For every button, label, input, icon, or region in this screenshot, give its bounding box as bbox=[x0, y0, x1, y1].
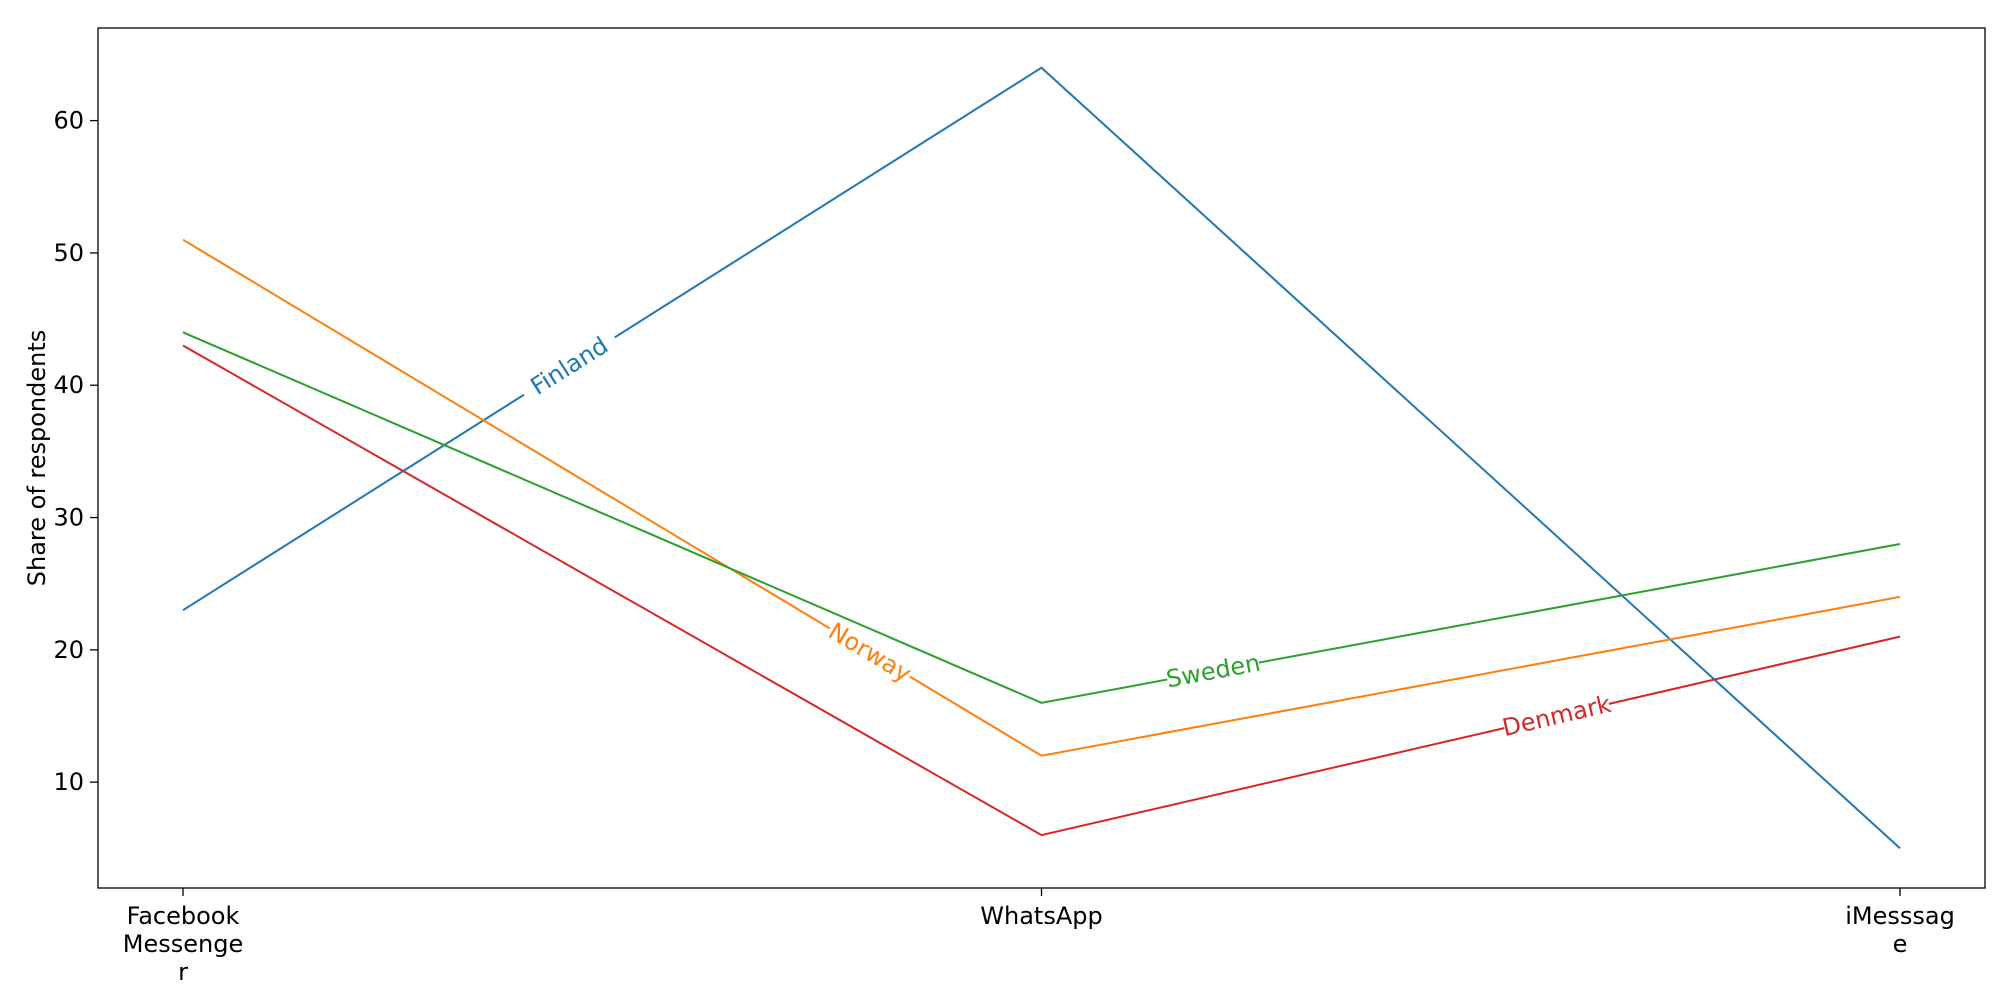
x-tick-label-line: r bbox=[178, 958, 188, 986]
x-tick-label-line: e bbox=[1893, 930, 1908, 958]
x-tick-label-line: iMesssag bbox=[1845, 902, 1955, 930]
series-label-text: Finland bbox=[526, 331, 613, 400]
y-tick-label: 40 bbox=[53, 371, 84, 399]
series-label-norway: Norway bbox=[822, 616, 917, 689]
y-tick-label: 20 bbox=[53, 636, 84, 664]
series-label-background bbox=[822, 616, 917, 689]
x-tick-label-line: Facebook bbox=[127, 902, 240, 930]
series-label-finland: Finland bbox=[516, 325, 623, 407]
x-tick-label: Facebook Messenge r bbox=[123, 902, 243, 986]
series-label-denmark: Denmark bbox=[1500, 690, 1614, 742]
y-tick-label: 60 bbox=[53, 107, 84, 135]
series-label-text: Denmark bbox=[1500, 690, 1614, 742]
series-label-sweden: Sweden bbox=[1164, 649, 1262, 694]
x-tick-label: WhatsApp bbox=[980, 902, 1102, 930]
y-tick-label: 50 bbox=[53, 239, 84, 267]
x-tick-label-line: Messenge bbox=[123, 930, 243, 958]
series-line-denmark bbox=[182, 344, 1901, 837]
series-layer bbox=[182, 66, 1901, 850]
series-line-norway bbox=[182, 238, 1901, 757]
series-line-sweden bbox=[182, 331, 1901, 704]
series-label-background bbox=[1501, 690, 1613, 742]
x-tick-label-line: WhatsApp bbox=[980, 902, 1102, 930]
x-tick-label: iMesssag e bbox=[1845, 902, 1955, 958]
series-label-background bbox=[1164, 648, 1262, 694]
series-label-text: Sweden bbox=[1164, 649, 1262, 694]
y-tick-label: 10 bbox=[53, 768, 84, 796]
y-tick-label: 30 bbox=[53, 504, 84, 532]
series-line-finland bbox=[182, 66, 1901, 850]
y-axis-label: Share of respondents bbox=[23, 330, 51, 587]
series-label-background bbox=[516, 325, 623, 407]
axis-layer: 10 20 30 40 50 60 Facebook Messenge r WhatsApp iMe… bbox=[53, 107, 1954, 986]
